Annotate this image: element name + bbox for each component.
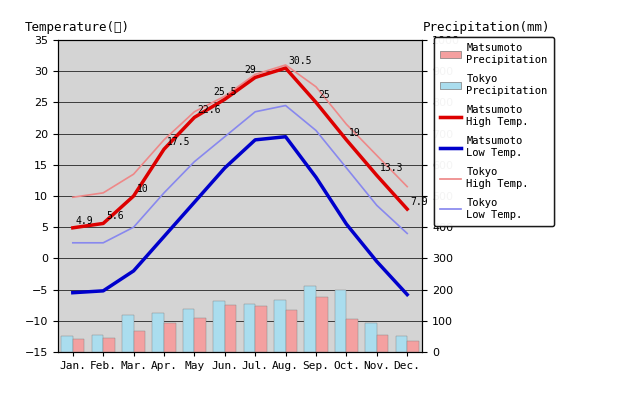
Matsumoto
High Temp. [312, 100, 320, 105]
Bar [61, 336, 73, 352]
Matsumoto
High Temp. [99, 221, 107, 226]
Tokyo
Low Temp. [342, 166, 350, 170]
Bar [274, 300, 285, 352]
Text: 7.9: 7.9 [410, 197, 428, 207]
Text: 22.6: 22.6 [197, 105, 221, 115]
Tokyo
High Temp. [99, 190, 107, 195]
Bar [316, 298, 328, 352]
Tokyo
High Temp. [403, 184, 411, 189]
Line: Matsumoto
High Temp.: Matsumoto High Temp. [73, 68, 407, 228]
Bar [244, 304, 255, 352]
Matsumoto
Low Temp. [342, 222, 350, 226]
Tokyo
Low Temp. [99, 240, 107, 245]
Text: Temperature(℃): Temperature(℃) [25, 21, 130, 34]
Matsumoto
High Temp. [252, 75, 259, 80]
Matsumoto
High Temp. [221, 97, 228, 102]
Text: 29: 29 [244, 65, 256, 75]
Tokyo
Low Temp. [191, 159, 198, 164]
Tokyo
Low Temp. [282, 103, 289, 108]
Bar [346, 319, 358, 352]
Bar [73, 339, 84, 352]
Matsumoto
Low Temp. [99, 288, 107, 293]
Matsumoto
High Temp. [160, 147, 168, 152]
Text: 25: 25 [319, 90, 330, 100]
Text: 4.9: 4.9 [76, 216, 93, 226]
Bar [285, 310, 297, 352]
Bar [122, 316, 134, 352]
Bar [407, 341, 419, 352]
Text: Precipitation(mm): Precipitation(mm) [422, 21, 550, 34]
Matsumoto
High Temp. [403, 207, 411, 212]
Tokyo
High Temp. [373, 153, 381, 158]
Matsumoto
High Temp. [130, 194, 138, 198]
Text: 13.3: 13.3 [380, 163, 403, 173]
Tokyo
Low Temp. [160, 190, 168, 195]
Tokyo
High Temp. [191, 109, 198, 114]
Tokyo
High Temp. [69, 195, 77, 200]
Bar [335, 290, 346, 352]
Matsumoto
Low Temp. [191, 200, 198, 205]
Matsumoto
Low Temp. [69, 290, 77, 295]
Bar [305, 286, 316, 352]
Text: 5.6: 5.6 [106, 211, 124, 221]
Bar [213, 300, 225, 352]
Matsumoto
Low Temp. [312, 175, 320, 180]
Tokyo
Low Temp. [252, 109, 259, 114]
Matsumoto
High Temp. [69, 226, 77, 230]
Tokyo
High Temp. [342, 122, 350, 127]
Tokyo
High Temp. [221, 94, 228, 98]
Tokyo
Low Temp. [221, 134, 228, 139]
Bar [152, 313, 164, 352]
Matsumoto
High Temp. [282, 66, 289, 70]
Text: 10: 10 [136, 184, 148, 194]
Matsumoto
Low Temp. [221, 166, 228, 170]
Bar [103, 338, 115, 352]
Text: 30.5: 30.5 [289, 56, 312, 66]
Bar [377, 335, 388, 352]
Bar [365, 323, 377, 352]
Tokyo
High Temp. [282, 62, 289, 67]
Tokyo
Low Temp. [312, 128, 320, 133]
Matsumoto
High Temp. [342, 138, 350, 142]
Line: Matsumoto
Low Temp.: Matsumoto Low Temp. [73, 137, 407, 294]
Tokyo
High Temp. [312, 84, 320, 89]
Line: Tokyo
High Temp.: Tokyo High Temp. [73, 65, 407, 197]
Tokyo
High Temp. [252, 72, 259, 77]
Text: 25.5: 25.5 [214, 87, 237, 97]
Bar [92, 334, 103, 352]
Matsumoto
Low Temp. [252, 138, 259, 142]
Matsumoto
Low Temp. [130, 268, 138, 273]
Line: Tokyo
Low Temp.: Tokyo Low Temp. [73, 106, 407, 243]
Tokyo
Low Temp. [69, 240, 77, 245]
Matsumoto
Low Temp. [160, 234, 168, 239]
Text: 17.5: 17.5 [167, 137, 190, 147]
Bar [164, 323, 175, 352]
Text: 19: 19 [349, 128, 361, 138]
Bar [396, 336, 407, 352]
Matsumoto
High Temp. [191, 115, 198, 120]
Matsumoto
High Temp. [373, 173, 381, 178]
Tokyo
High Temp. [130, 172, 138, 176]
Bar [134, 331, 145, 352]
Tokyo
Low Temp. [403, 231, 411, 236]
Bar [195, 318, 206, 352]
Matsumoto
Low Temp. [403, 292, 411, 297]
Bar [183, 309, 195, 352]
Bar [255, 306, 267, 352]
Tokyo
Low Temp. [130, 225, 138, 230]
Matsumoto
Low Temp. [373, 259, 381, 264]
Matsumoto
Low Temp. [282, 134, 289, 139]
Tokyo
Low Temp. [373, 203, 381, 208]
Tokyo
High Temp. [160, 138, 168, 142]
Legend: Matsumoto
Precipitation, Tokyo
Precipitation, Matsumoto
High Temp., Matsumoto
Lo: Matsumoto Precipitation, Tokyo Precipita… [434, 37, 554, 226]
Bar [225, 304, 236, 352]
